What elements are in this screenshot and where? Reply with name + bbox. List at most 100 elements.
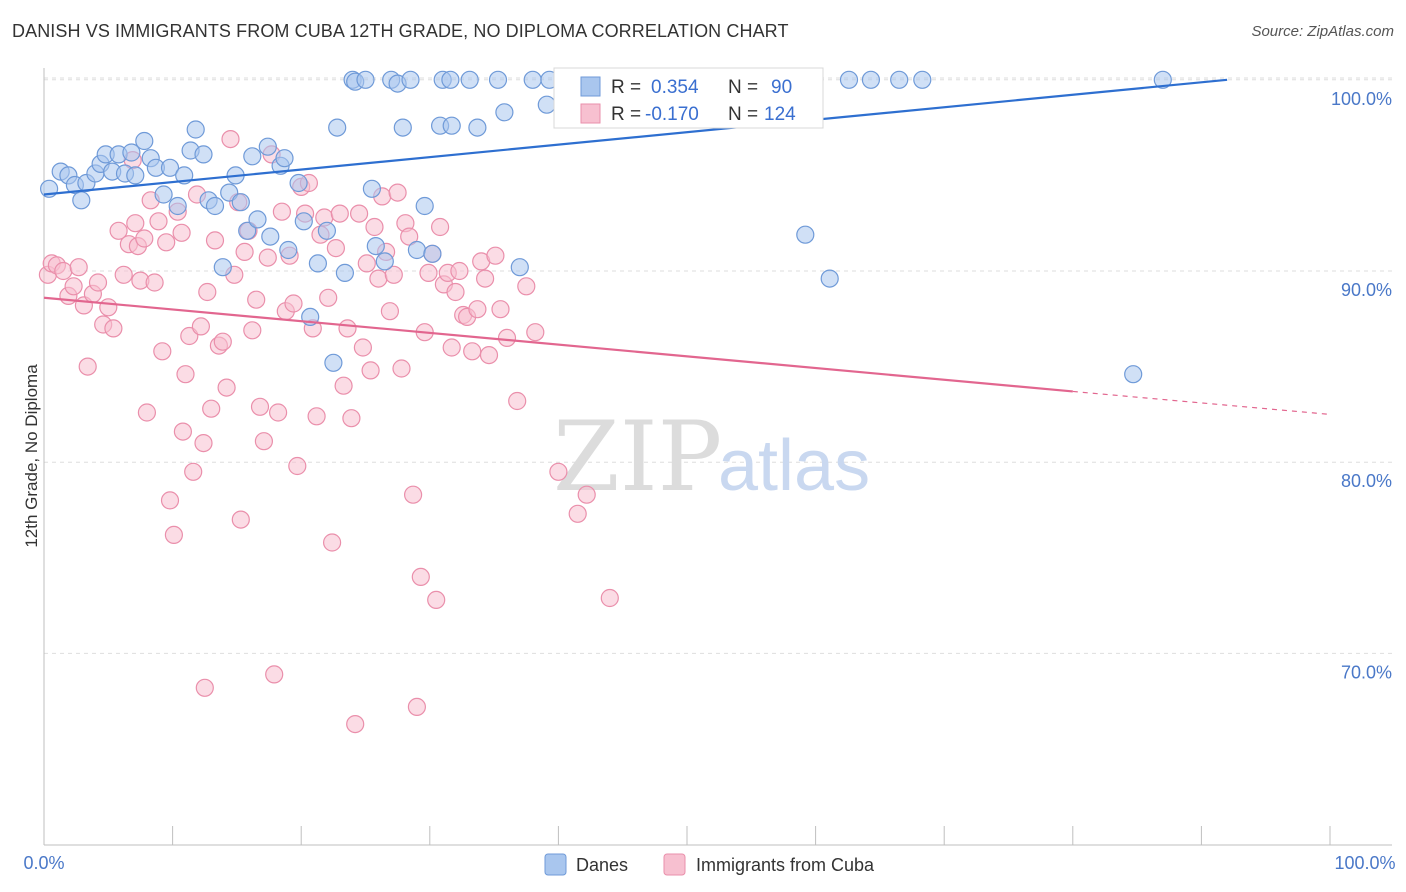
- cuba-point-93: [404, 485, 423, 504]
- cuba-point-120: [568, 504, 587, 523]
- cuba-point-119: [549, 462, 568, 481]
- cuba-point-71: [319, 288, 338, 307]
- cuba-point-15: [114, 265, 133, 284]
- legend-swatch-cuba: [580, 103, 601, 124]
- danes-point-12: [122, 143, 141, 162]
- cuba-point-54: [254, 432, 273, 451]
- danes-point-25: [205, 196, 225, 216]
- danes-point-36: [275, 149, 294, 168]
- y-axis-label: 12th Grade, No Diploma: [22, 364, 41, 548]
- legend-n-value-cuba: 124: [764, 104, 796, 125]
- cuba-point-51: [243, 321, 262, 340]
- cuba-point-24: [145, 273, 164, 292]
- cuba-point-57: [265, 665, 284, 684]
- cuba-point-92: [400, 227, 419, 246]
- cuba-point-79: [350, 204, 369, 223]
- chart-source: Source: ZipAtlas.com: [1251, 23, 1394, 40]
- cuba-point-116: [508, 391, 527, 411]
- danes-point-62: [442, 116, 461, 135]
- cuba-point-25: [149, 212, 168, 231]
- cuba-point-78: [346, 714, 365, 734]
- danes-point-58: [423, 244, 442, 263]
- danes-point-69: [537, 95, 556, 114]
- danes-point-49: [362, 179, 381, 198]
- legend-swatch-danes: [580, 76, 601, 97]
- danes-point-44: [328, 118, 347, 137]
- cuba-point-73: [326, 239, 345, 258]
- danes-point-48: [356, 70, 375, 89]
- danes-point-57: [415, 196, 434, 216]
- danes-point-61: [441, 70, 460, 89]
- cuba-point-32: [173, 422, 192, 441]
- danes-point-39: [294, 212, 313, 231]
- danes-point-17: [154, 185, 173, 204]
- danes-point-84: [839, 70, 859, 89]
- danes-point-64: [468, 118, 487, 137]
- danes-point-37: [279, 240, 298, 260]
- legend-r-value-cuba: -0.170: [645, 104, 699, 125]
- danes-point-41: [308, 254, 327, 273]
- bottom-legend-swatch-danes: [544, 853, 567, 876]
- danes-point-34: [261, 227, 280, 246]
- cuba-point-48: [231, 510, 250, 529]
- legend: R = 0.354 N = 90 R = -0.170 N = 124: [553, 67, 824, 129]
- cuba-point-52: [247, 290, 266, 309]
- cuba-point-44: [217, 378, 236, 397]
- cuba-point-117: [517, 277, 536, 296]
- cuba-point-31: [172, 223, 191, 242]
- cuba-point-80: [353, 338, 372, 357]
- cuba-point-29: [164, 525, 183, 545]
- cuba-point-77: [342, 409, 361, 428]
- danes-point-88: [1124, 365, 1143, 384]
- danes-point-86: [890, 70, 909, 89]
- legend-r-value-danes: 0.354: [651, 77, 699, 98]
- danes-point-30: [238, 221, 257, 240]
- danes-point-65: [488, 70, 508, 89]
- cuba-point-28: [160, 491, 180, 510]
- cuba-point-100: [431, 217, 450, 237]
- x-tick-label-max: 100.0%: [1334, 853, 1395, 873]
- chart-title: DANISH VS IMMIGRANTS FROM CUBA 12TH GRAD…: [12, 21, 789, 41]
- cuba-point-35: [184, 462, 203, 481]
- cuba-point-83: [365, 217, 384, 237]
- cuba-point-53: [250, 397, 270, 416]
- cuba-point-41: [205, 231, 225, 250]
- bottom-legend-swatch-cuba: [663, 853, 686, 876]
- danes-point-4: [72, 191, 91, 210]
- cuba-point-103: [442, 338, 461, 357]
- danes-point-55: [401, 70, 420, 89]
- danes-point-85: [861, 70, 881, 89]
- gridlines: [44, 77, 1392, 654]
- watermark-atlas: atlas: [718, 426, 870, 506]
- cuba-point-99: [427, 590, 446, 610]
- danes-point-50: [366, 237, 385, 256]
- cuba-point-62: [284, 294, 303, 313]
- cuba-point-43: [213, 332, 232, 351]
- danes-point-56: [407, 240, 426, 260]
- bottom-legend-label-cuba: Immigrants from Cuba: [696, 855, 875, 875]
- cuba-point-40: [202, 399, 221, 418]
- legend-n-value-danes: 90: [771, 77, 792, 98]
- cuba-point-37: [191, 317, 210, 336]
- bottom-legend-label-danes: Danes: [576, 855, 628, 875]
- danes-point-19: [168, 196, 187, 216]
- danes-point-23: [194, 145, 213, 164]
- cuba-point-26: [153, 342, 172, 361]
- danes-point-54: [393, 118, 412, 137]
- axes: [43, 68, 1392, 846]
- danes-point-26: [213, 258, 232, 277]
- x-tick-label-min: 0.0%: [23, 853, 64, 873]
- cuba-point-115: [497, 328, 517, 347]
- cuba-point-94: [407, 697, 426, 717]
- cuba-point-81: [357, 254, 376, 273]
- cuba-point-108: [463, 342, 482, 361]
- cuba-trend-line: [43, 296, 1073, 393]
- cuba-point-76: [338, 319, 357, 338]
- trend-lines: [43, 78, 1331, 415]
- cuba-point-90: [392, 359, 411, 378]
- cuba-point-113: [486, 246, 505, 265]
- cuba-point-63: [288, 456, 307, 476]
- cuba-point-84: [369, 269, 388, 288]
- cuba-point-5: [64, 277, 83, 296]
